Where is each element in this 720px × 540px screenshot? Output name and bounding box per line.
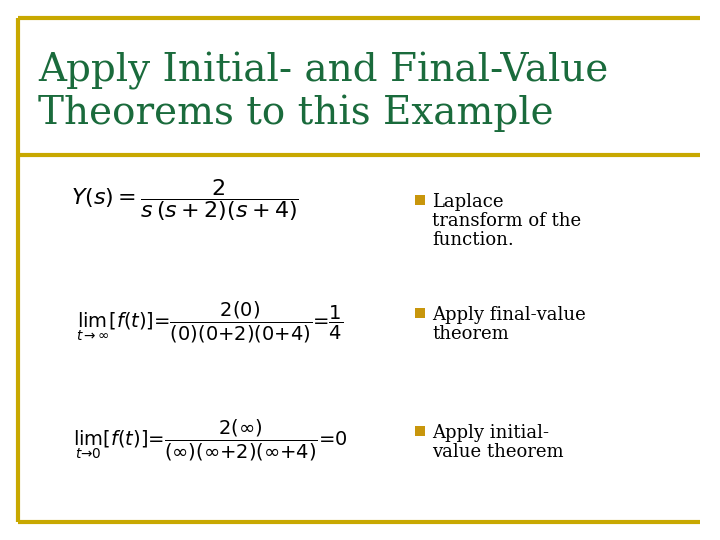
Bar [415, 426, 425, 436]
Text: Laplace: Laplace [432, 193, 503, 211]
Text: Apply initial-: Apply initial- [432, 424, 549, 442]
Text: Apply Initial- and Final-Value: Apply Initial- and Final-Value [38, 52, 608, 90]
Text: Apply final-value: Apply final-value [432, 306, 586, 324]
Text: $Y(s) = \dfrac{2}{s\,(s+2)(s+4)}$: $Y(s) = \dfrac{2}{s\,(s+2)(s+4)}$ [71, 177, 299, 223]
Text: $\lim_{t \,\to\, \infty}[f(t)] = \dfrac{2(0)}{(0)(0+2)(0+4)} = \dfrac{1}{4}$: $\lim_{t \,\to\, \infty}[f(t)] = \dfrac{… [76, 300, 343, 345]
Text: Theorems to this Example: Theorems to this Example [38, 95, 554, 132]
Text: function.: function. [432, 231, 514, 249]
Text: value theorem: value theorem [432, 443, 564, 461]
Bar [415, 308, 425, 318]
Text: transform of the: transform of the [432, 212, 581, 230]
Bar [415, 195, 425, 205]
Text: theorem: theorem [432, 325, 509, 343]
Text: $\lim_{t \to 0}[f(t)] = \dfrac{2(\infty)}{(\infty)(\infty+2)(\infty+4)} = 0$: $\lim_{t \to 0}[f(t)] = \dfrac{2(\infty)… [73, 417, 347, 463]
